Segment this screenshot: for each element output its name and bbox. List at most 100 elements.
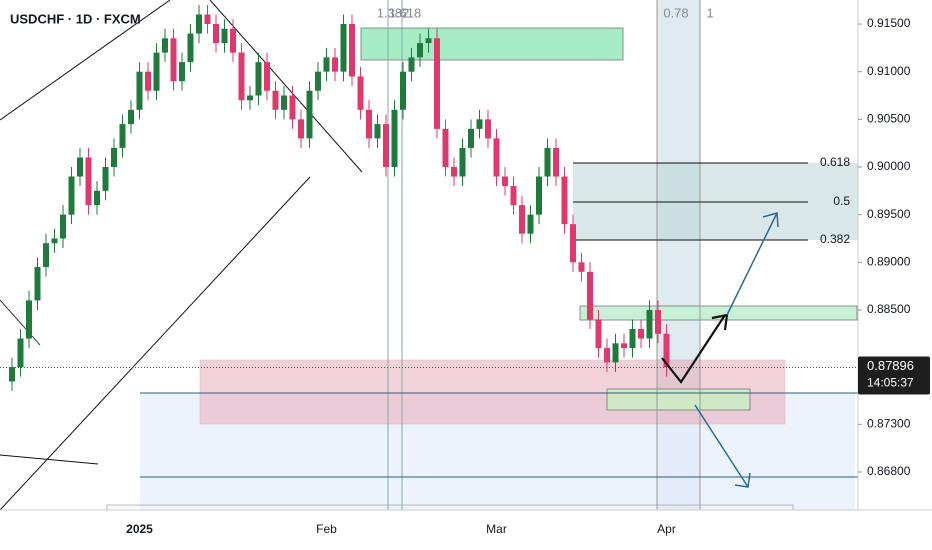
candle-body [170,38,177,82]
candle-body [128,109,134,125]
candle-body [204,14,211,25]
y-tick-label: 0.89500 [867,207,911,221]
down-arrow [694,404,749,488]
candle-body [527,214,534,234]
x-tick-label: Feb [316,522,337,536]
candle-body [255,62,262,96]
candle-body [502,176,508,187]
candle-body [459,147,466,177]
y-tick-label: 0.87300 [867,416,911,430]
y-tick-label: 0.91500 [867,16,911,30]
candle-body [553,147,559,177]
candle-body [187,33,194,63]
candle-body [519,205,525,234]
candle-body [60,214,66,239]
candle-body [604,348,610,363]
candle-body [51,238,58,244]
candle-body [332,57,338,72]
supply-box [360,27,624,61]
trend-line [209,0,363,173]
candle-body [595,319,602,349]
candle-body [468,128,474,148]
demand-box [606,388,751,411]
fib-label: 0.5 [833,194,850,208]
candle-body [340,24,347,72]
candle-body [578,262,585,272]
candle-body [323,57,330,72]
candle-body [629,329,636,349]
y-tick-label: 0.86800 [867,464,911,478]
candle-body [85,157,92,206]
x-tick-label: Apr [657,522,676,536]
y-tick-label: 0.90000 [867,159,911,173]
candle-body [391,109,398,167]
fib-label: 0.382 [820,232,850,246]
up-arrow [726,212,778,316]
candle-body [43,243,49,268]
candle-body [621,343,627,349]
resistance-box [579,305,858,321]
price-badge [858,356,930,395]
price-axis [858,0,932,550]
annotation: 1 [706,5,713,20]
trend-line [0,454,99,465]
candle-body [374,124,381,139]
candle-body [145,71,151,91]
candle-body [289,95,296,120]
candle-body [68,176,75,215]
y-tick-label: 0.88500 [867,302,911,316]
candle-body [485,119,491,139]
annotation: 1.382 [377,5,410,20]
trend-line [0,176,311,511]
y-tick-label: 0.89000 [867,254,911,268]
x-tick-label: Mar [486,522,507,536]
candle-body [238,52,245,101]
candle-body [230,28,236,53]
candle-body [179,62,185,82]
candle-body [357,76,364,110]
candle-body [264,62,270,91]
candle-body [476,119,483,129]
candle-body [281,95,287,110]
candle-body [408,57,415,72]
candle-body [587,271,593,320]
candle-body [383,124,389,167]
candle-body [213,24,219,44]
candle-body [94,190,100,206]
trend-line [0,299,41,346]
candle-body [612,343,619,363]
candle-body [272,90,279,110]
candle-body [136,71,143,110]
candle-body [9,367,15,382]
annotation: 1.618 [389,5,422,20]
candle-body [434,38,440,129]
candle-body [77,157,83,177]
drawings [0,0,858,511]
candle-body [306,90,313,139]
candle-body [366,109,372,139]
plot [0,4,858,391]
candle-body [544,147,551,177]
y-tick-label: 0.91000 [867,64,911,78]
arrow-head [762,212,779,228]
candle-body [153,52,160,91]
candle-body [17,338,24,368]
candle-body [493,138,500,177]
candle-body [247,95,253,101]
candle-body [570,224,576,263]
candle-body [510,186,517,206]
candle-body [315,71,321,91]
fib-label: 0.618 [820,155,850,169]
last-price-label: 0.87896 [867,358,914,373]
candle-body [638,329,644,339]
x-tick-label: 2025 [126,522,153,536]
candle-body [536,176,542,215]
candle-body [221,28,228,44]
trend-line [0,0,171,121]
candle-body [655,309,661,334]
path-arrow [661,314,726,384]
candle-body [34,267,41,301]
candle-body [400,71,406,110]
y-tick-label: 0.90500 [867,111,911,125]
